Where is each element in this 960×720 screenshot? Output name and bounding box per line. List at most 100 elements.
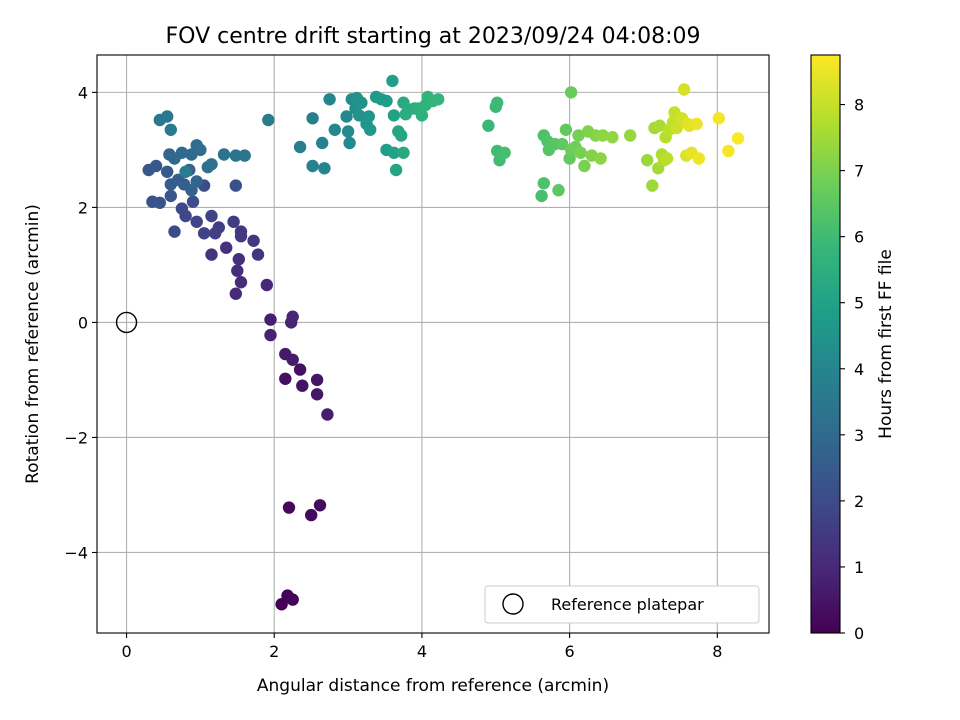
data-point [323, 93, 336, 106]
plot-frame [96, 54, 770, 634]
data-point [564, 86, 578, 99]
data-point [731, 132, 745, 145]
colorbar-ticks: 0 1 2 3 4 5 6 7 8 [840, 96, 864, 643]
legend: Reference platepar [484, 585, 760, 624]
data-point [432, 93, 445, 106]
data-point [161, 165, 174, 178]
x-tick-label: 4 [417, 642, 427, 661]
data-point [362, 110, 375, 123]
data-point [328, 123, 341, 136]
data-point [310, 388, 324, 401]
y-tick-label: 0 [78, 313, 88, 332]
data-point [321, 408, 334, 421]
data-point [175, 202, 189, 215]
data-point [247, 234, 260, 247]
data-point [491, 96, 504, 109]
x-tick-label: 6 [565, 642, 575, 661]
y-tick-label: −2 [64, 428, 88, 447]
data-point [175, 146, 189, 159]
data-point [572, 129, 585, 142]
data-point [415, 109, 429, 122]
data-point [537, 177, 550, 190]
data-point [264, 328, 277, 342]
data-point [318, 162, 331, 175]
colorbar-tick-label: 4 [854, 360, 864, 379]
data-point [234, 230, 248, 243]
data-point [231, 264, 244, 277]
data-point [217, 148, 231, 161]
data-point [305, 508, 318, 522]
x-axis-ticks: 0 2 4 6 8 [121, 633, 722, 661]
data-point [168, 225, 181, 238]
data-point [149, 159, 163, 173]
data-point [498, 146, 511, 159]
data-point [690, 117, 703, 131]
data-point [306, 112, 319, 125]
data-point [205, 158, 218, 171]
data-point [282, 501, 296, 514]
data-point [380, 94, 393, 108]
plot-area: 0 2 4 6 8 −4 −2 0 2 4 [64, 54, 770, 661]
data-point [397, 146, 410, 159]
y-tick-label: −4 [64, 543, 88, 562]
data-point [161, 110, 174, 123]
data-point [677, 83, 691, 96]
data-point [190, 215, 203, 228]
data-point [179, 165, 192, 178]
data-point [355, 96, 368, 109]
grid-lines [97, 55, 769, 633]
colorbar: 0 1 2 3 4 5 6 7 8 Hours from first FF file [810, 54, 896, 643]
data-point [341, 125, 355, 138]
data-point [340, 110, 353, 123]
data-points [142, 74, 745, 611]
colorbar-label: Hours from first FF file [876, 249, 896, 439]
colorbar-frame [810, 54, 841, 634]
data-point [353, 109, 366, 122]
data-point [387, 109, 401, 122]
data-point [556, 137, 569, 151]
data-point [251, 248, 265, 261]
data-point [641, 154, 654, 167]
data-point [482, 119, 495, 132]
data-point [238, 149, 251, 162]
data-point [229, 179, 242, 192]
legend-marker [502, 593, 524, 615]
data-point [692, 152, 705, 165]
x-tick-label: 2 [269, 642, 279, 661]
data-point [574, 146, 587, 159]
data-point [624, 129, 637, 142]
data-point [293, 140, 307, 154]
data-point [594, 152, 607, 165]
chart-title: FOV centre drift starting at 2023/09/24 … [166, 24, 701, 49]
data-point [286, 310, 299, 323]
data-point [293, 363, 307, 376]
data-point [712, 112, 725, 125]
data-point [364, 123, 377, 136]
legend-box [484, 585, 760, 624]
data-point [313, 499, 327, 512]
colorbar-tick-label: 6 [854, 228, 864, 247]
data-point [279, 372, 292, 385]
data-point [552, 184, 565, 197]
colorbar-ramp [811, 55, 840, 633]
data-point [205, 248, 218, 261]
colorbar-tick-label: 0 [854, 624, 864, 643]
data-point [386, 74, 399, 88]
data-point [389, 163, 403, 177]
data-point [286, 593, 299, 606]
data-point [186, 195, 200, 208]
data-point [190, 175, 203, 188]
data-point [232, 253, 245, 266]
data-point [310, 373, 324, 387]
data-point [194, 143, 207, 157]
y-axis-label: Rotation from reference (arcmin) [23, 204, 43, 484]
data-point [387, 146, 401, 159]
data-point [197, 227, 211, 240]
data-point [296, 379, 309, 392]
data-point [343, 136, 356, 150]
data-point [653, 119, 666, 132]
data-point [229, 287, 242, 300]
data-point [660, 152, 674, 165]
x-tick-label: 0 [121, 642, 131, 661]
